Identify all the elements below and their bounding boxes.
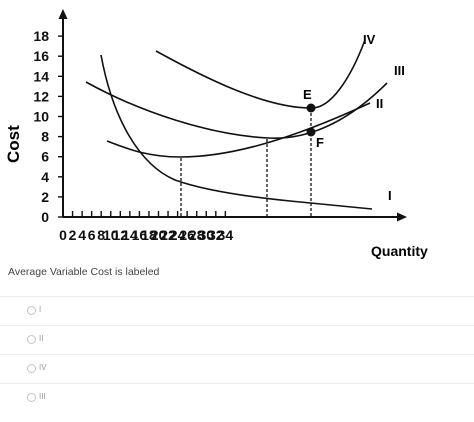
answer-option-label: IV	[39, 363, 47, 372]
x-axis-arrow	[397, 212, 407, 222]
x-tick-label: 4	[78, 227, 86, 243]
y-tick-label: 16	[33, 48, 49, 64]
y-tick-label: 12	[33, 88, 49, 104]
x-tick-label: 30	[198, 227, 214, 243]
answer-option[interactable]: II	[0, 325, 474, 354]
answer-option-label: II	[39, 334, 44, 343]
x-tick-label: 14	[122, 227, 138, 243]
point-e-label: E	[303, 87, 312, 102]
x-tick-label: 10	[103, 227, 119, 243]
x-tick-label: 8	[97, 227, 105, 243]
x-tick-label: 0	[59, 227, 67, 243]
y-tick-label: 6	[41, 149, 49, 165]
radio-button[interactable]	[27, 393, 36, 402]
x-tick-label: 34	[218, 227, 234, 243]
x-tick-label: 18	[141, 227, 157, 243]
answer-option-label: III	[39, 392, 46, 401]
x-tick-label: 32	[208, 227, 224, 243]
point-f	[306, 127, 316, 137]
y-tick-label: 4	[41, 169, 49, 185]
y-tick-label: 14	[33, 68, 49, 84]
curve-label-i: I	[388, 188, 392, 203]
x-tick-label: 12	[113, 227, 129, 243]
point-e	[306, 103, 316, 113]
point-f-label: F	[316, 135, 324, 150]
y-tick-label: 18	[33, 28, 49, 44]
curve-iv	[155, 39, 366, 109]
x-tick-label: 22	[160, 227, 176, 243]
y-tick-label: 2	[41, 189, 49, 205]
y-tick-label: 8	[41, 129, 49, 145]
y-axis-arrow	[58, 9, 68, 19]
x-tick-label: 16	[132, 227, 148, 243]
x-tick-label: 28	[189, 227, 205, 243]
curve-label-iv: IV	[363, 32, 376, 47]
y-tick-label: 10	[33, 109, 49, 125]
curve-label-iii: III	[394, 63, 405, 78]
question-text: Average Variable Cost is labeled	[8, 266, 160, 278]
x-tick-label: 2	[69, 227, 77, 243]
answer-option-label: I	[39, 305, 42, 314]
answer-option[interactable]: I	[0, 296, 474, 325]
radio-button[interactable]	[27, 335, 36, 344]
y-tick-label: 0	[41, 209, 49, 225]
radio-button[interactable]	[27, 306, 36, 315]
answer-option[interactable]: IV	[0, 354, 474, 383]
curve-label-ii: II	[376, 96, 383, 111]
curve-iii-atc	[85, 81, 388, 139]
x-tick-label: 24	[170, 227, 186, 243]
x-tick-label: 26	[179, 227, 195, 243]
x-tick-label: 6	[88, 227, 96, 243]
x-tick-label: 20	[151, 227, 167, 243]
y-tick-labels: 0 2 4 6 8 10 12 14 16 18	[33, 28, 63, 225]
radio-button[interactable]	[27, 364, 36, 373]
curve-i-avc	[100, 54, 373, 210]
x-axis-label: Quantity	[371, 243, 428, 259]
y-axis-label: Cost	[4, 125, 23, 163]
curve-ii-mc	[106, 102, 371, 158]
answer-option[interactable]: III	[0, 383, 474, 412]
